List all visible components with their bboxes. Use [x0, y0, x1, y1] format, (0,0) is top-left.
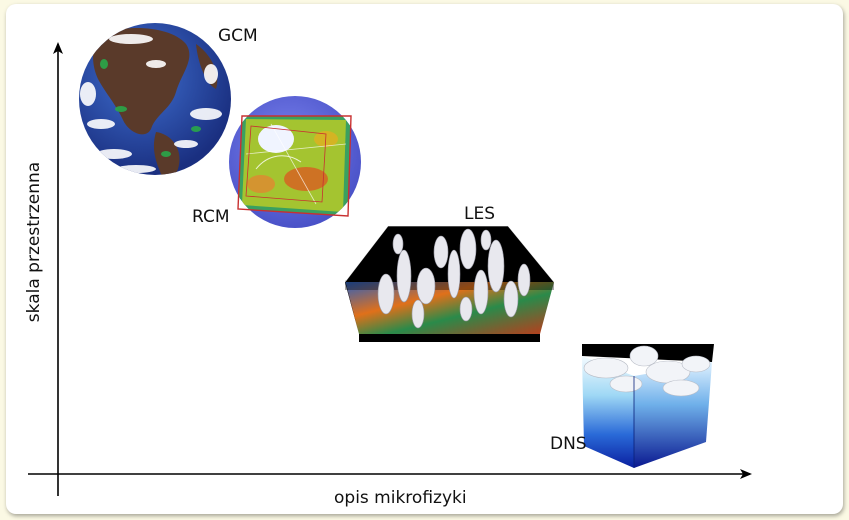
diagram-canvas — [28, 23, 752, 496]
y-axis-label: skala przestrzenna — [24, 161, 44, 323]
dns-domain-image — [582, 344, 714, 468]
diagram-frame: GCM RCM LES DNS opis mikrofizyki skala p… — [6, 4, 843, 514]
gcm-label: GCM — [218, 26, 258, 46]
x-axis-label: opis mikrofizyki — [334, 488, 467, 508]
rcm-globe-image — [229, 96, 361, 228]
les-domain-image — [344, 225, 555, 342]
rcm-label: RCM — [192, 207, 230, 227]
les-label: LES — [464, 204, 496, 224]
dns-label: DNS — [550, 434, 587, 454]
gcm-globe-image — [79, 23, 231, 175]
